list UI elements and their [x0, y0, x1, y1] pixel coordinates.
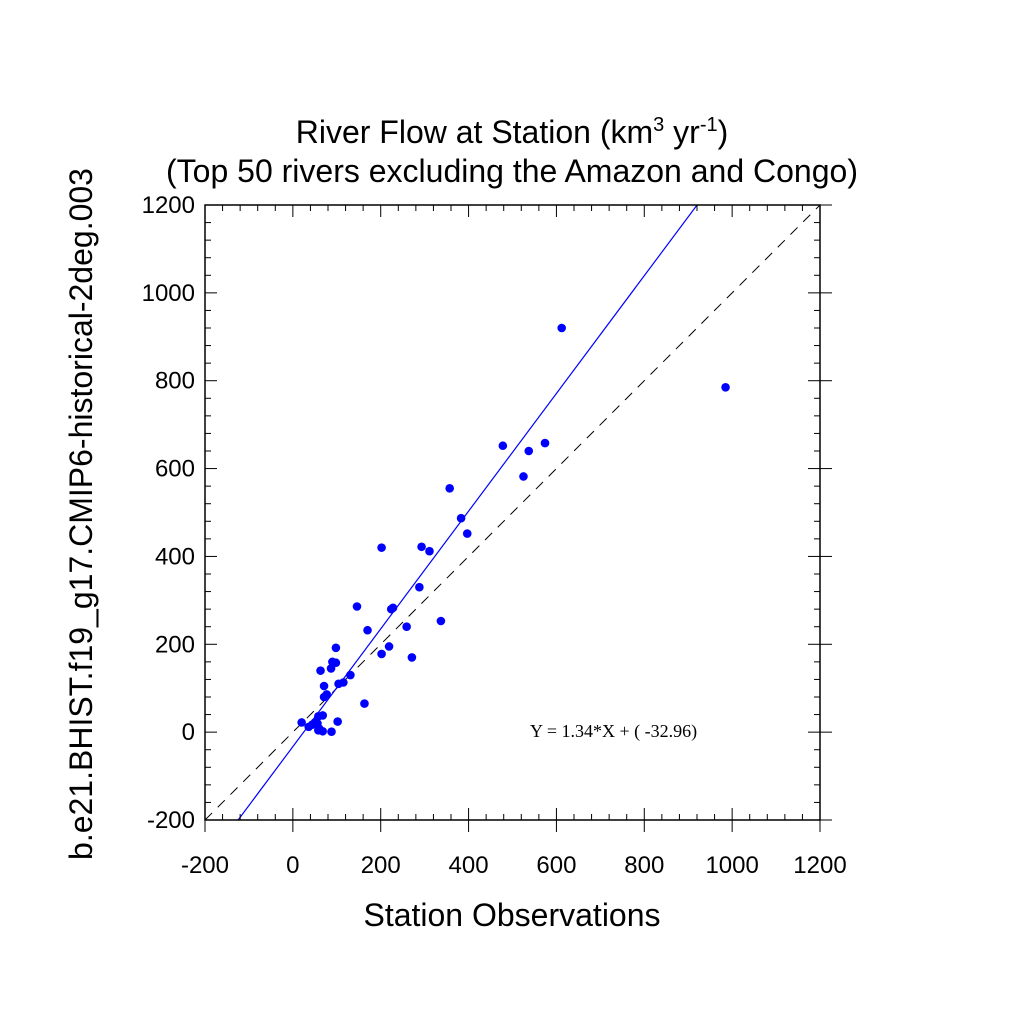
data-point [519, 472, 528, 481]
data-point [721, 383, 730, 392]
data-point [436, 616, 446, 626]
data-point [334, 679, 343, 689]
x-tick-labels: -200 0 200 400 600 800 1000 1200 [181, 852, 847, 879]
y-tick-label: 400 [155, 543, 195, 570]
data-point [352, 602, 362, 611]
y-tick-labels: -200 0 200 400 600 800 1000 1200 [142, 192, 195, 834]
data-point [304, 722, 313, 732]
data-point [327, 727, 336, 737]
data-point [377, 649, 386, 659]
data-point [319, 692, 329, 702]
data-point [425, 546, 434, 556]
data-point [363, 625, 372, 635]
data-point [456, 513, 466, 523]
x-axis-label: Station Observations [363, 897, 660, 933]
data-point [407, 653, 417, 662]
one-to-one-line [205, 205, 820, 820]
equation-label: Y = 1.34*X + ( -32.96) [530, 721, 697, 742]
data-points [297, 323, 730, 737]
data-point [557, 323, 566, 333]
data-point [384, 642, 394, 651]
data-point [319, 681, 329, 691]
data-point [417, 542, 426, 552]
data-point [360, 699, 369, 708]
x-tick-label: 600 [536, 852, 576, 879]
data-point [386, 604, 396, 614]
data-point [445, 484, 454, 493]
data-point [377, 543, 386, 552]
data-point [333, 717, 342, 726]
data-point [540, 438, 550, 448]
x-tick-label: 400 [449, 852, 489, 879]
y-tick-label: 800 [155, 368, 195, 395]
y-tick-label: 200 [155, 631, 195, 658]
data-point [415, 582, 424, 592]
data-point [346, 670, 355, 680]
y-tick-label: 1200 [142, 192, 195, 219]
data-point [498, 441, 508, 451]
y-tick-label: 1000 [142, 280, 195, 307]
data-point [316, 666, 325, 675]
x-tick-label: -200 [181, 852, 229, 879]
x-tick-label: 1000 [705, 852, 758, 879]
x-tick-label: 800 [624, 852, 664, 879]
data-point [297, 718, 306, 727]
data-point [462, 529, 472, 538]
plot-frame [204, 204, 821, 821]
x-tick-label: 0 [286, 852, 299, 879]
data-point [524, 446, 534, 456]
data-point [331, 643, 341, 653]
data-point [326, 664, 336, 673]
data-point [402, 622, 411, 632]
chart-title: River Flow at Station (km3 yr-1) [296, 114, 729, 150]
x-tick-label: 200 [361, 852, 401, 879]
chart-subtitle: (Top 50 rivers excluding the Amazon and … [166, 153, 858, 189]
x-tick-label: 1200 [793, 852, 846, 879]
y-tick-label: 0 [182, 719, 195, 746]
y-tick-label: 600 [155, 456, 195, 483]
y-axis-label: b.e21.BHIST.f19_g17.CMIP6-historical-2de… [63, 168, 99, 860]
y-tick-label: -200 [147, 807, 195, 834]
data-point [318, 726, 328, 736]
data-point [331, 658, 341, 668]
